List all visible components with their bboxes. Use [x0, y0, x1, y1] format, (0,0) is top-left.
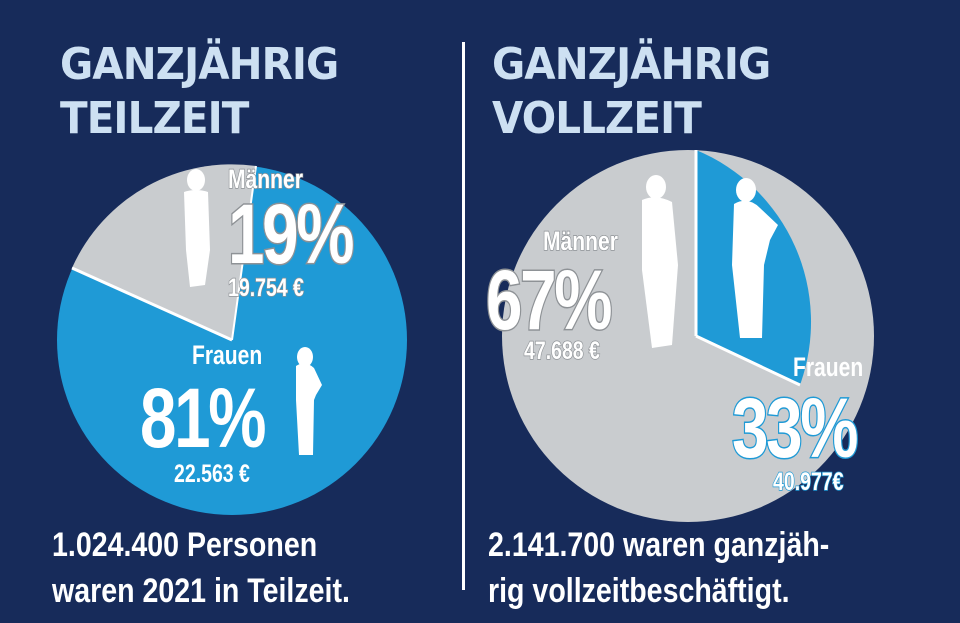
right-title-line1: GANZJÄHRIG: [492, 39, 771, 90]
right-title-line2: VOLLZEIT: [492, 93, 702, 144]
left-pie-maenner-slice: [72, 164, 256, 340]
left-frauen-income: 22.563 €: [174, 460, 250, 488]
left-title-line2: TEILZEIT: [60, 93, 249, 144]
right-footer-line2: rig vollzeitbeschäftigt.: [488, 572, 790, 610]
left-maenner-label: Männer: [227, 163, 303, 195]
left-maenner-income: 19.754 €: [227, 273, 304, 303]
man-silhouette-icon: [184, 169, 210, 287]
right-footer-line1: 2.141.700 waren ganzjäh-: [488, 526, 830, 564]
woman-silhouette-icon: [732, 178, 778, 338]
right-maenner-income: 47.688 €: [523, 336, 600, 366]
right-maenner-label: Männer: [542, 225, 618, 257]
right-pie-slice-edge: [695, 334, 801, 387]
left-title-line1: GANZJÄHRIG: [60, 39, 339, 90]
left-maenner-percent: 19%: [227, 187, 356, 281]
right-frauen-percent: 33%: [731, 381, 860, 475]
left-title: GANZJÄHRIG TEILZEIT: [60, 39, 339, 144]
right-frauen-income: 40.977€: [772, 467, 844, 497]
right-frauen-label: Frauen: [793, 352, 864, 382]
right-pie: [502, 150, 874, 522]
left-pie-slice-edge: [231, 165, 257, 341]
left-pie-slice-edge: [71, 266, 233, 342]
left-footer: 1.024.400 Personen waren 2021 in Teilzei…: [52, 522, 350, 614]
man-silhouette-icon: [642, 175, 678, 348]
woman-silhouette-icon: [296, 347, 322, 455]
right-footer: 2.141.700 waren ganzjäh- rig vollzeitbes…: [488, 522, 829, 614]
left-frauen-label: Frauen: [192, 340, 263, 370]
section-divider: [462, 42, 465, 590]
left-footer-line2: waren 2021 in Teilzeit.: [52, 572, 350, 610]
right-title: GANZJÄHRIG VOLLZEIT: [492, 39, 771, 144]
left-pie: [57, 164, 407, 515]
left-frauen-percent: 81%: [140, 371, 266, 465]
right-maenner-percent: 67%: [485, 253, 614, 347]
left-footer-line1: 1.024.400 Personen: [52, 526, 318, 564]
